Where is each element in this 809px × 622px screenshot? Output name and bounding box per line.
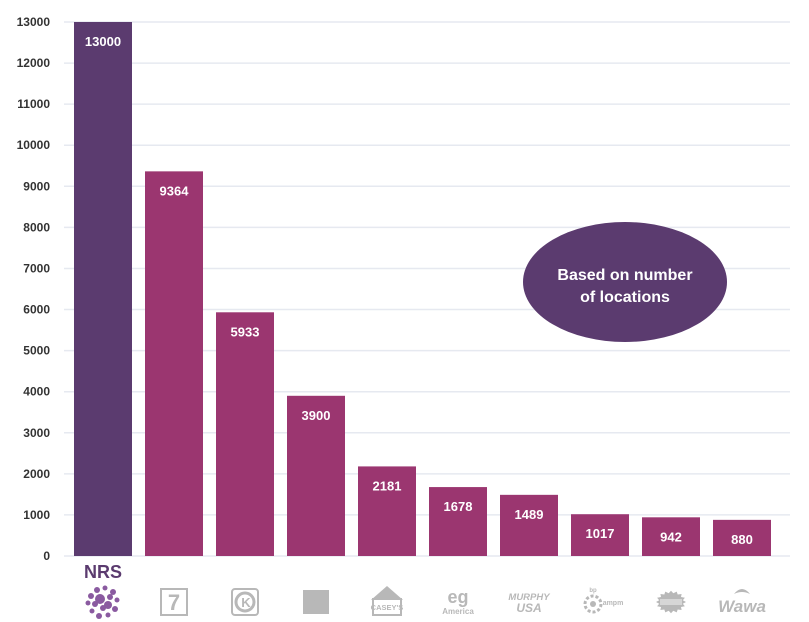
bar-value-labels: 13000 9364 5933 3900 2181 1678 1489 1017 942 880 [85, 34, 753, 547]
svg-text:bp: bp [589, 588, 597, 594]
speedway-logo-icon: S [303, 590, 329, 614]
svg-text:eg: eg [447, 587, 468, 607]
y-tick-label: 0 [43, 549, 50, 563]
y-tick-label: 6000 [23, 303, 50, 317]
bar-value-label: 2181 [373, 478, 402, 493]
y-tick-label: 2000 [23, 467, 50, 481]
svg-text:K: K [241, 595, 251, 610]
bar-eg-america [429, 487, 487, 556]
y-tick-label: 13000 [17, 15, 51, 29]
bars [74, 22, 771, 556]
bar-cumberland-farms [642, 517, 700, 556]
svg-text:CASEY'S: CASEY'S [371, 603, 404, 612]
bar-speedway [287, 395, 345, 556]
bar-wawa [713, 519, 771, 556]
svg-text:ampm: ampm [603, 600, 624, 607]
y-tick-label: 7000 [23, 261, 50, 275]
bar-value-label: 942 [660, 529, 682, 544]
svg-text:Wawa: Wawa [718, 597, 766, 616]
bar-value-label: 5933 [231, 324, 260, 339]
bar-7-eleven [145, 171, 203, 556]
annotation-callout: Based on number of locations [523, 222, 727, 342]
y-tick-label: 1000 [23, 508, 50, 522]
bar-casey-s [358, 466, 416, 556]
nrs-logo-icon [85, 585, 120, 619]
svg-text:USA: USA [516, 601, 541, 615]
bar-murphy-usa [500, 494, 558, 556]
y-tick-label: 3000 [23, 426, 50, 440]
caseys-logo-icon: CASEY'S [371, 586, 404, 616]
category-labels: NRS [84, 562, 122, 582]
seven-eleven-logo-icon: 7 [160, 588, 188, 616]
svg-text:S: S [310, 593, 322, 613]
y-tick-label: 12000 [17, 56, 51, 70]
svg-text:America: America [442, 607, 474, 616]
y-tick-label: 4000 [23, 385, 50, 399]
bar-value-label: 9364 [160, 183, 190, 198]
bar-value-label: 1678 [444, 499, 473, 514]
callout-ellipse [523, 222, 727, 342]
cumberland-farms-logo-icon [656, 590, 686, 614]
bar-value-label: 13000 [85, 34, 121, 49]
bar-circle-k [216, 312, 274, 556]
bar-nrs [74, 22, 132, 556]
y-tick-label: 11000 [17, 97, 50, 111]
circle-k-logo-icon: K [231, 588, 259, 616]
y-tick-label: 10000 [17, 138, 51, 152]
callout-line-1: Based on number [557, 267, 692, 284]
callout-line-2: of locations [580, 289, 670, 306]
svg-text:7: 7 [168, 590, 180, 615]
y-tick-label: 5000 [23, 344, 50, 358]
bar-value-label: 880 [731, 532, 753, 547]
bar-value-label: 1489 [515, 507, 544, 522]
category-label-nrs: NRS [84, 562, 122, 582]
bar-value-label: 3900 [302, 408, 331, 423]
y-tick-label: 8000 [23, 220, 50, 234]
bar-value-label: 1017 [586, 526, 615, 541]
svg-text:MURPHY: MURPHY [508, 592, 551, 603]
y-axis-ticks: 0 1000 2000 3000 4000 5000 6000 7000 8000 9000 100… [17, 15, 51, 563]
y-tick-label: 9000 [23, 179, 50, 193]
wawa-logo-icon: Wawa [718, 589, 766, 616]
bar-bp-ampm [571, 514, 629, 556]
